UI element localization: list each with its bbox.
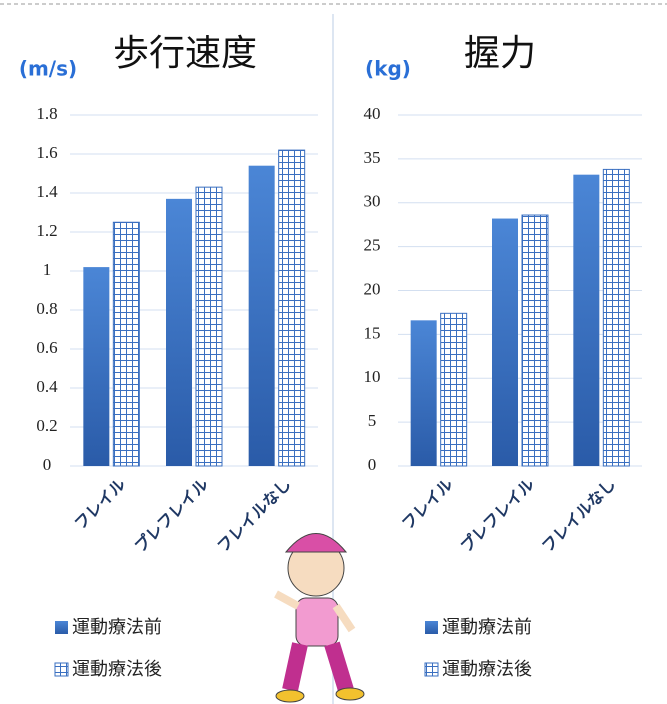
y-tick-label: 0.2	[36, 416, 57, 435]
legend-label: 運動療法前	[442, 617, 532, 638]
legend-swatch	[54, 662, 69, 677]
legend-label: 運動療法後	[72, 659, 162, 680]
y-tick-label: 1.6	[36, 143, 57, 162]
legend-label: 運動療法後	[442, 659, 532, 680]
y-tick-label: 40	[364, 104, 381, 123]
bar	[573, 174, 600, 467]
y-tick-label: 0.8	[36, 299, 57, 318]
bar	[166, 198, 192, 466]
y-tick-label: 0	[43, 455, 52, 474]
x-tick-label: プレフレイル	[131, 475, 212, 556]
bar	[83, 267, 110, 466]
x-tick-label: フレイルなし	[538, 475, 619, 556]
y-tick-label: 30	[364, 192, 381, 211]
x-tick-label: フレイル	[398, 475, 457, 534]
y-tick-label: 0	[368, 455, 377, 474]
legend-swatch	[425, 621, 438, 634]
y-tick-label: 1.4	[36, 182, 58, 201]
x-tick-label: プレフレイル	[457, 475, 538, 556]
bar	[440, 312, 468, 467]
bar	[410, 320, 437, 466]
x-tick-label: フレイル	[71, 475, 130, 534]
bar	[195, 186, 223, 467]
bar	[492, 218, 518, 466]
y-tick-label: 0.6	[36, 338, 57, 357]
bar	[602, 168, 630, 467]
bar	[248, 165, 275, 466]
y-tick-label: 35	[364, 148, 381, 167]
y-tick-label: 0.4	[36, 377, 58, 396]
y-tick-label: 25	[364, 236, 381, 255]
y-tick-label: 10	[364, 367, 381, 386]
y-tick-label: 5	[368, 411, 377, 430]
walker-figure	[274, 533, 365, 703]
legend-label: 運動療法前	[72, 617, 162, 638]
unit-label: (m/s)	[19, 57, 77, 81]
y-tick-label: 15	[364, 323, 381, 342]
chart-title: 歩行速度	[113, 33, 257, 74]
bar	[278, 149, 306, 467]
legend-swatch	[424, 662, 439, 677]
bar	[521, 214, 549, 467]
y-tick-label: 1.2	[36, 221, 57, 240]
chart-title: 握力	[464, 33, 536, 74]
y-tick-label: 1.8	[36, 104, 57, 123]
unit-label: (kg)	[365, 57, 411, 81]
x-tick-label: フレイルなし	[213, 475, 294, 556]
y-tick-label: 1	[43, 260, 52, 279]
legend-swatch	[55, 621, 68, 634]
bar	[112, 221, 140, 467]
y-tick-label: 20	[364, 279, 381, 298]
